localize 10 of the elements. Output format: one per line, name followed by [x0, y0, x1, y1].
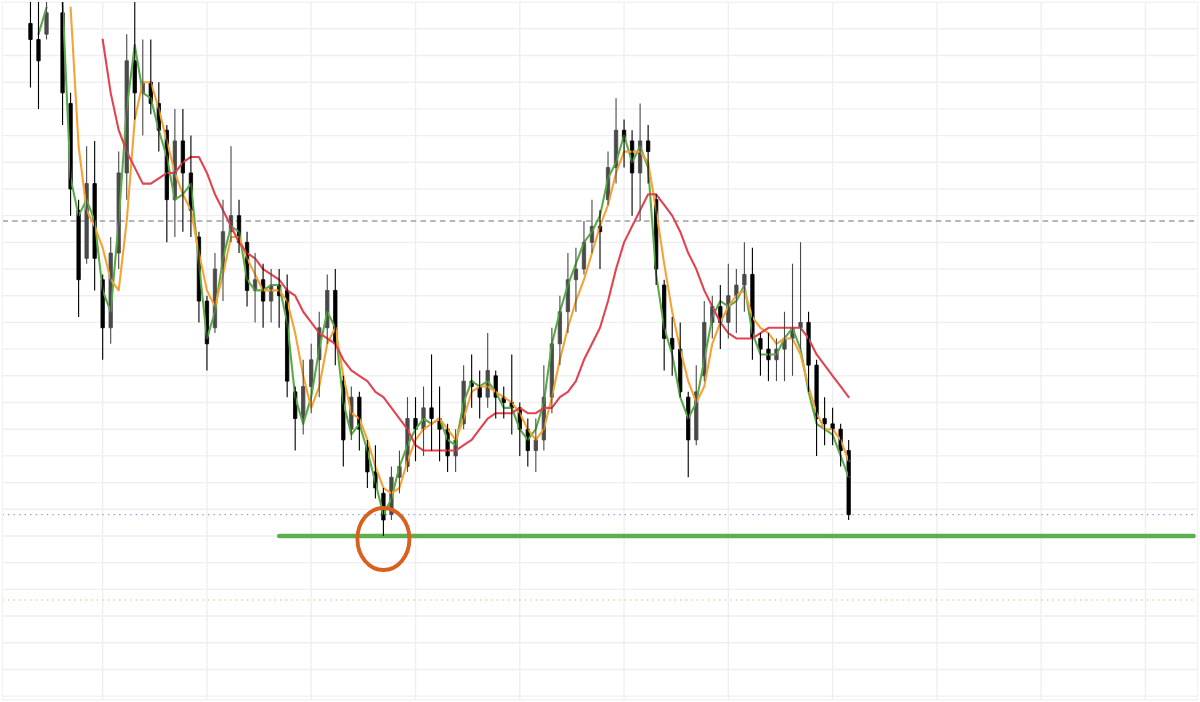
candlestick: [36, 2, 41, 110]
candlestick: [830, 407, 835, 446]
candlestick: [533, 417, 538, 473]
candlestick: [44, 2, 49, 41]
candlestick: [429, 353, 434, 452]
candlestick: [822, 396, 827, 446]
candlestick: [76, 199, 81, 318]
candlestick: [28, 2, 33, 89]
candlestick: [742, 241, 747, 313]
candlestick: [758, 332, 763, 377]
